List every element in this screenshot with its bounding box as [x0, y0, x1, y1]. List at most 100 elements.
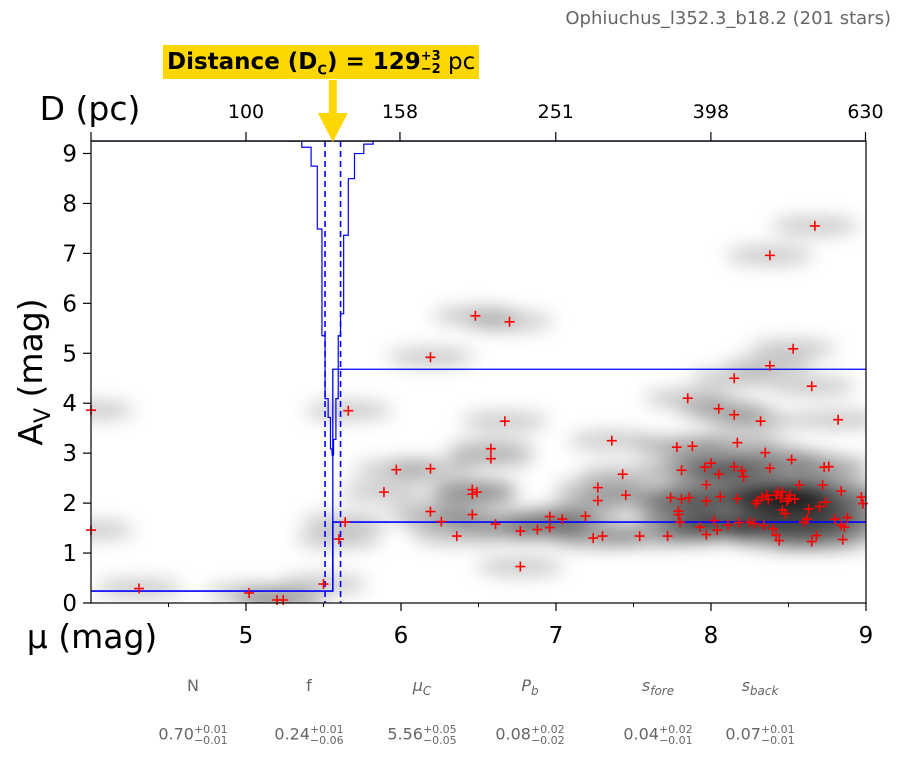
star-marker	[794, 480, 805, 491]
star-marker	[470, 310, 481, 321]
star-marker	[781, 496, 792, 507]
star-marker	[729, 461, 740, 472]
star-marker	[391, 464, 402, 475]
star-marker	[755, 416, 766, 427]
star-marker	[662, 531, 673, 542]
stars-layer	[86, 220, 868, 606]
param-name: f	[306, 676, 312, 695]
star-marker	[713, 469, 724, 480]
star-marker	[738, 471, 749, 482]
star-marker	[777, 487, 788, 498]
x-tick-label: 8	[704, 623, 719, 649]
star-marker	[820, 497, 831, 508]
param-name: N	[187, 676, 199, 695]
star-marker	[580, 511, 591, 522]
star-marker	[675, 517, 685, 528]
param-value: 5.56 +0.05 −0.05	[387, 723, 457, 747]
top-tick-label: 100	[228, 101, 264, 123]
star-marker	[592, 482, 603, 493]
star-marker	[706, 458, 716, 469]
density-blobs	[91, 216, 866, 603]
star-marker	[768, 523, 778, 534]
param-name: sfore	[641, 676, 675, 699]
star-marker	[732, 437, 743, 448]
star-marker	[729, 409, 740, 420]
star-marker	[134, 583, 145, 594]
star-marker	[811, 530, 822, 541]
star-marker	[760, 447, 771, 458]
param-value: 0.24 +0.01 −0.06	[274, 723, 344, 747]
star-marker	[833, 414, 844, 425]
star-marker	[761, 490, 772, 501]
star-marker	[425, 506, 436, 517]
star-marker	[856, 492, 867, 503]
star-marker	[764, 360, 775, 371]
distance-unit: pc	[440, 49, 476, 75]
star-marker	[467, 509, 478, 520]
star-marker	[687, 441, 698, 452]
star-marker	[499, 416, 510, 427]
param-name: μC	[412, 676, 432, 699]
star-marker	[814, 501, 825, 512]
star-marker	[425, 463, 436, 474]
star-marker	[701, 529, 712, 540]
star-marker	[244, 588, 255, 599]
star-marker	[771, 530, 782, 541]
star-marker	[467, 489, 478, 500]
star-marker	[592, 495, 603, 506]
param-value: 0.08 +0.02 −0.02	[495, 723, 565, 747]
star-marker	[780, 508, 791, 519]
star-marker	[806, 381, 817, 392]
posterior-histogram	[289, 141, 374, 456]
star-marker	[758, 520, 769, 531]
star-marker	[515, 561, 526, 572]
star-marker	[471, 487, 482, 498]
density-blob	[794, 410, 866, 429]
star-marker	[803, 504, 814, 515]
figure-title: Ophiuchus_l352.3_b18.2 (201 stars)	[565, 8, 891, 29]
star-marker	[544, 522, 555, 533]
star-marker	[676, 494, 687, 505]
y-axis-label: AV (mag)	[11, 298, 56, 445]
star-marker	[634, 531, 645, 542]
distance-plus-error: +3	[420, 48, 441, 64]
star-marker	[830, 514, 840, 525]
star-marker	[786, 454, 797, 465]
star-marker	[701, 479, 712, 490]
star-marker	[732, 493, 743, 504]
star-marker	[737, 465, 747, 476]
star-marker	[504, 316, 515, 327]
distance-arrow-shaft	[328, 80, 337, 116]
density-background	[91, 216, 866, 603]
y-tick-label: 1	[62, 541, 77, 567]
top-tick-label: 251	[538, 101, 574, 123]
star-marker	[729, 373, 740, 384]
star-marker	[842, 512, 853, 523]
axes: 5 6 7 8 9 0 1 2 3 4 5 6 7 8 9 100 158 251 398 630 μ (mag) D (…	[11, 80, 884, 656]
star-marker	[544, 511, 555, 522]
x-axis-label: μ (mag)	[27, 617, 158, 656]
top-axis-label: D (pc)	[40, 89, 141, 128]
star-marker	[699, 462, 710, 473]
star-marker	[588, 533, 599, 544]
star-marker	[723, 520, 734, 531]
param-value: 0.07 +0.01 −0.01	[725, 723, 795, 747]
distance-minus-error: −2	[420, 61, 441, 77]
star-marker	[620, 490, 631, 501]
star-marker	[764, 250, 775, 261]
star-marker	[673, 509, 684, 520]
star-marker	[532, 524, 543, 535]
star-marker	[485, 443, 496, 454]
star-marker	[676, 465, 687, 476]
star-marker	[451, 531, 462, 542]
top-tick-label: 398	[693, 101, 729, 123]
star-marker	[557, 514, 568, 525]
param-value: 0.70 +0.01 −0.01	[158, 723, 228, 747]
star-marker	[684, 492, 695, 503]
star-marker	[757, 492, 768, 503]
star-marker	[713, 403, 724, 414]
star-marker	[682, 393, 693, 404]
star-marker	[490, 519, 501, 530]
distance-label: Distance (D	[167, 49, 318, 75]
star-marker	[823, 461, 834, 472]
